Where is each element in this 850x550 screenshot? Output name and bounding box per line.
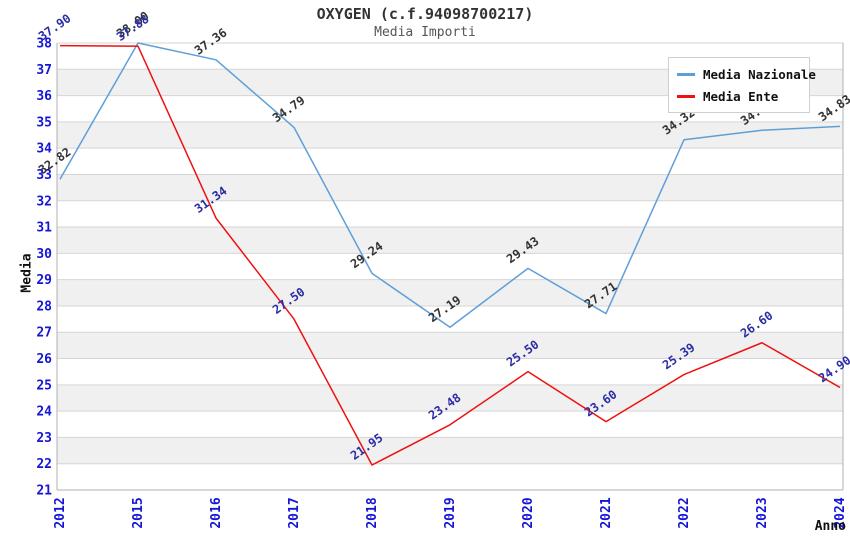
plot-band [57,253,843,280]
x-tick-label: 2018 [365,497,380,528]
x-tick-label: 2024 [833,497,848,528]
plot-band [57,437,843,464]
legend-swatch-ente [677,94,695,98]
chart-subtitle: Media Importi [374,25,476,40]
y-tick-label: 37 [36,63,52,78]
plot-band [57,200,843,228]
y-tick-label: 26 [36,352,52,367]
legend-box: Media Nazionale Media Ente [668,57,816,113]
y-tick-label: 38 [36,37,52,52]
y-tick-label: 32 [36,194,52,209]
legend-label-ente: Media Ente [703,88,779,104]
plot-band [57,148,843,175]
plot-band [57,174,843,201]
x-tick-label: 2023 [755,497,770,528]
y-tick-label: 24 [36,405,52,420]
x-tick-label: 2022 [677,497,692,528]
x-tick-label: 2017 [287,497,302,528]
y-tick-label: 27 [36,326,52,341]
plot-band [57,227,843,254]
legend-item-ente: Media Ente [677,85,805,107]
plot-band [57,384,843,412]
y-tick-label: 28 [36,299,52,314]
x-tick-label: 2012 [53,497,68,528]
x-axis-title: Anno [814,519,846,534]
plot-band [57,358,843,385]
y-tick-label: 23 [36,431,52,446]
series-line-media-ente [59,44,841,466]
legend-swatch-nazionale [677,72,695,76]
x-tick-label: 2020 [521,497,536,528]
x-tick-label: 2015 [131,497,146,528]
y-tick-label: 22 [36,457,52,472]
y-tick-label: 33 [36,168,52,183]
y-axis-title: Media [19,253,35,293]
x-tick-label: 2019 [443,497,458,528]
y-tick-label: 29 [36,273,52,288]
plot-band [57,463,843,490]
x-tick-label: 2021 [599,497,614,528]
data-label: 37.90 [36,11,74,43]
y-tick-label: 31 [36,221,52,236]
y-tick-label: 25 [36,378,52,393]
plot-band [57,121,843,149]
plot-band [57,279,843,306]
y-tick-label: 21 [36,484,52,499]
y-tick-label: 34 [36,142,52,157]
series-line-media-nazionale [59,42,841,328]
x-tick-label: 2016 [209,497,224,528]
y-tick-label: 35 [36,115,52,130]
legend-label-nazionale: Media Nazionale [703,66,816,82]
plot-band [57,332,843,359]
y-tick-label: 36 [36,89,52,104]
page-title: OXYGEN (c.f.94098700217) [316,5,534,23]
y-tick-label: 30 [36,247,52,262]
legend-item-nazionale: Media Nazionale [677,63,816,85]
